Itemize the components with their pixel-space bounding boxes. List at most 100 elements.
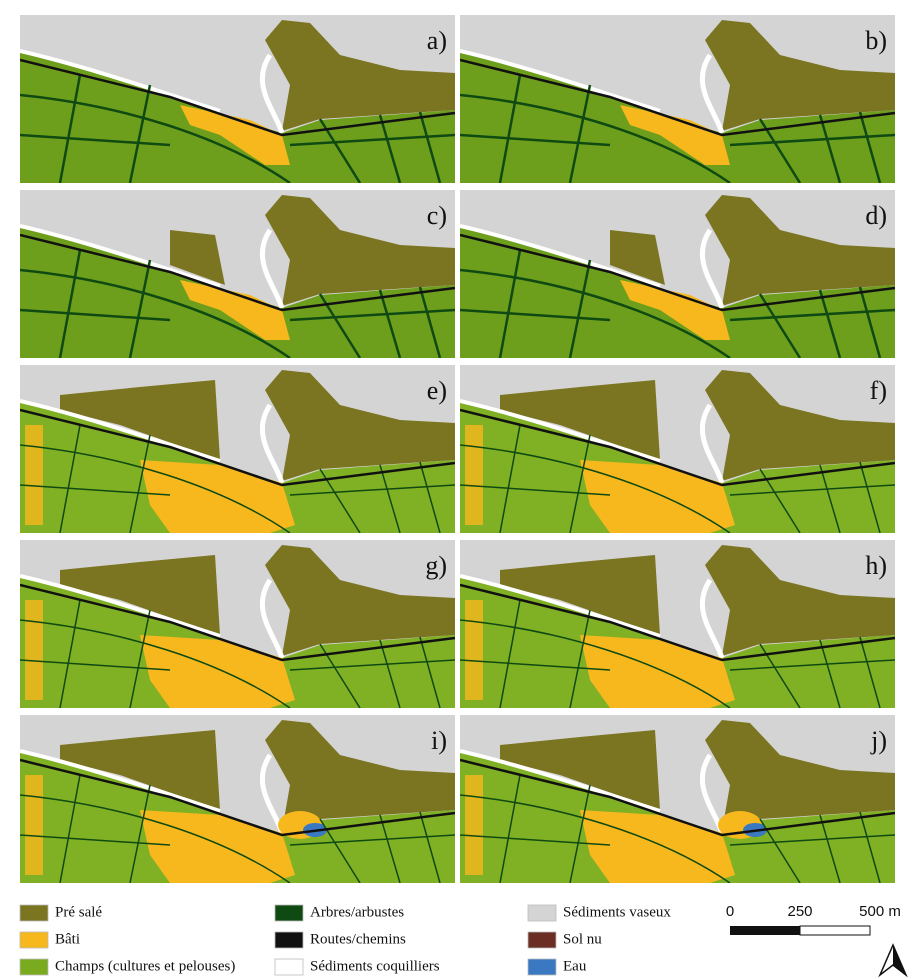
- legend-text: Routes/chemins: [310, 931, 406, 947]
- tree-line: [418, 286, 442, 358]
- map: [20, 365, 455, 533]
- map: [460, 15, 895, 183]
- salt-marsh-west: [500, 730, 660, 810]
- tree-line: [859, 636, 881, 708]
- tree-line: [460, 619, 731, 708]
- panel-label: d): [865, 201, 887, 230]
- map: [460, 190, 895, 358]
- road: [20, 58, 455, 137]
- built-strip: [25, 775, 43, 875]
- panel-label: i): [431, 726, 447, 755]
- map-panel: a): [20, 15, 455, 183]
- map: [460, 540, 895, 708]
- channel: [259, 53, 285, 134]
- salt-marsh-west: [60, 730, 220, 810]
- legend-text: Sol nu: [563, 931, 602, 947]
- built-area: [180, 105, 290, 165]
- tree-line: [460, 93, 731, 183]
- scale-label: 250: [787, 903, 812, 920]
- tree-line: [20, 484, 171, 496]
- tree-line: [419, 811, 441, 883]
- salt-marsh-west: [60, 555, 220, 635]
- tree-line: [419, 636, 441, 708]
- salt-marsh: [265, 370, 455, 481]
- road: [20, 758, 455, 837]
- salt-marsh-west: [500, 380, 660, 460]
- tree-line: [819, 639, 841, 708]
- salt-marsh: [265, 545, 455, 656]
- tree-line: [378, 114, 402, 183]
- map-panel: i): [20, 715, 455, 883]
- tree-line: [460, 794, 731, 883]
- tree-line: [58, 74, 82, 183]
- map-panel: g): [20, 540, 455, 708]
- tree-line: [20, 444, 291, 533]
- shell-sediment: [20, 49, 221, 113]
- salt-marsh-west: [60, 380, 220, 460]
- built-area: [180, 280, 290, 340]
- map: [20, 540, 455, 708]
- legend-swatch: [527, 904, 557, 922]
- shell-sediment: [460, 224, 661, 288]
- shell-sediment: [20, 224, 221, 288]
- scale-label: 500 m: [859, 903, 901, 920]
- road: [460, 583, 895, 662]
- tree-line: [498, 74, 522, 183]
- panel-label: a): [427, 26, 447, 55]
- tree-line: [59, 774, 81, 883]
- legend-text: Pré salé: [55, 904, 102, 920]
- tree-line: [460, 834, 611, 846]
- built-strip: [25, 600, 43, 700]
- legend-text: Champs (cultures et pelouses): [55, 958, 235, 974]
- tree-line: [460, 133, 611, 147]
- shell-sediment: [460, 49, 661, 113]
- road: [460, 233, 895, 312]
- tree-line: [859, 461, 881, 533]
- tree-line: [419, 461, 441, 533]
- tree-line: [858, 286, 882, 358]
- tree-line: [20, 619, 291, 708]
- tree-line: [20, 794, 291, 883]
- tree-line: [498, 249, 522, 358]
- panel-label: g): [425, 551, 447, 580]
- panel-label: e): [427, 376, 447, 405]
- tree-line: [819, 464, 841, 533]
- legend-swatch: [19, 958, 49, 976]
- tree-line: [818, 114, 842, 183]
- tree-line: [20, 659, 171, 671]
- north-arrow: [878, 943, 908, 978]
- tree-line: [460, 308, 611, 322]
- tree-line: [129, 784, 151, 883]
- tree-line: [20, 133, 171, 147]
- built-strip: [465, 775, 483, 875]
- tree-line: [378, 289, 402, 358]
- scale-bar-black: [730, 926, 800, 935]
- salt-marsh-west: [610, 230, 665, 285]
- salt-marsh: [705, 370, 895, 481]
- built-strip: [25, 425, 43, 525]
- channel: [259, 578, 285, 659]
- map-panel: h): [460, 540, 895, 708]
- map: [460, 365, 895, 533]
- shell-sediment: [20, 574, 221, 638]
- map: [20, 15, 455, 183]
- built-strip: [465, 600, 483, 700]
- map-panel: j): [460, 715, 895, 883]
- tree-line: [818, 289, 842, 358]
- salt-marsh: [705, 20, 895, 131]
- channel: [259, 403, 285, 484]
- tree-line: [128, 84, 152, 183]
- panel-label: c): [427, 201, 447, 230]
- channel: [259, 228, 285, 309]
- tree-line: [20, 834, 171, 846]
- tree-line: [20, 268, 291, 358]
- tree-line: [460, 484, 611, 496]
- road: [460, 58, 895, 137]
- channel: [699, 228, 725, 309]
- tree-line: [379, 639, 401, 708]
- legend-text: Arbres/arbustes: [310, 904, 404, 920]
- map: [20, 715, 455, 883]
- shell-sediment: [460, 399, 661, 463]
- channel: [699, 403, 725, 484]
